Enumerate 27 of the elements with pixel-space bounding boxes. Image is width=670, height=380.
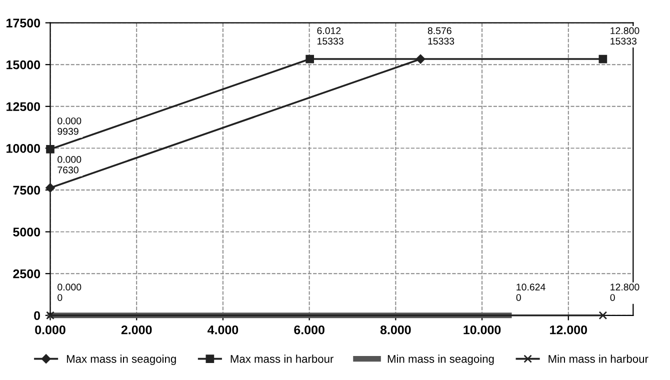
data-label: 0.000 9939 [58,117,82,135]
y-tick-label: 7500 [13,186,40,195]
x-tick-label: 6.000 [294,325,324,334]
legend-label: Max mass in seagoing [66,354,176,366]
y-tick-label: 17500 [6,18,40,28]
data-label: 8.576 15333 [428,27,454,45]
x-tick-label: 12.000 [550,325,587,334]
y-tick-label: 10000 [6,144,40,153]
data-label: 6.012 15333 [317,27,344,45]
data-label: 0.000 7630 [58,156,82,174]
y-tick-label: 2500 [13,269,40,278]
y-tick-label: 12500 [6,102,40,112]
data-label: 12.800 0 [610,284,640,301]
y-tick-label: 0 [34,311,40,320]
data-label: 12.800 15333 [610,27,640,45]
legend-label: Min mass in harbour [548,354,648,363]
x-tick-label: 4.000 [208,325,238,334]
data-label: 0.000 0 [58,284,82,301]
x-tick-label: 8.000 [380,325,411,334]
x-tick-label: 10.000 [464,325,501,334]
y-tick-label: 15000 [6,60,40,70]
x-tick-label: 2.000 [121,325,152,334]
y-tick-label: 5000 [13,228,40,236]
x-tick-label: 0.000 [35,325,66,334]
legend-label: Max mass in harbour [230,354,334,363]
legend-label: Min mass in seagoing [388,354,494,366]
data-label: 10.624 0 [516,284,546,301]
